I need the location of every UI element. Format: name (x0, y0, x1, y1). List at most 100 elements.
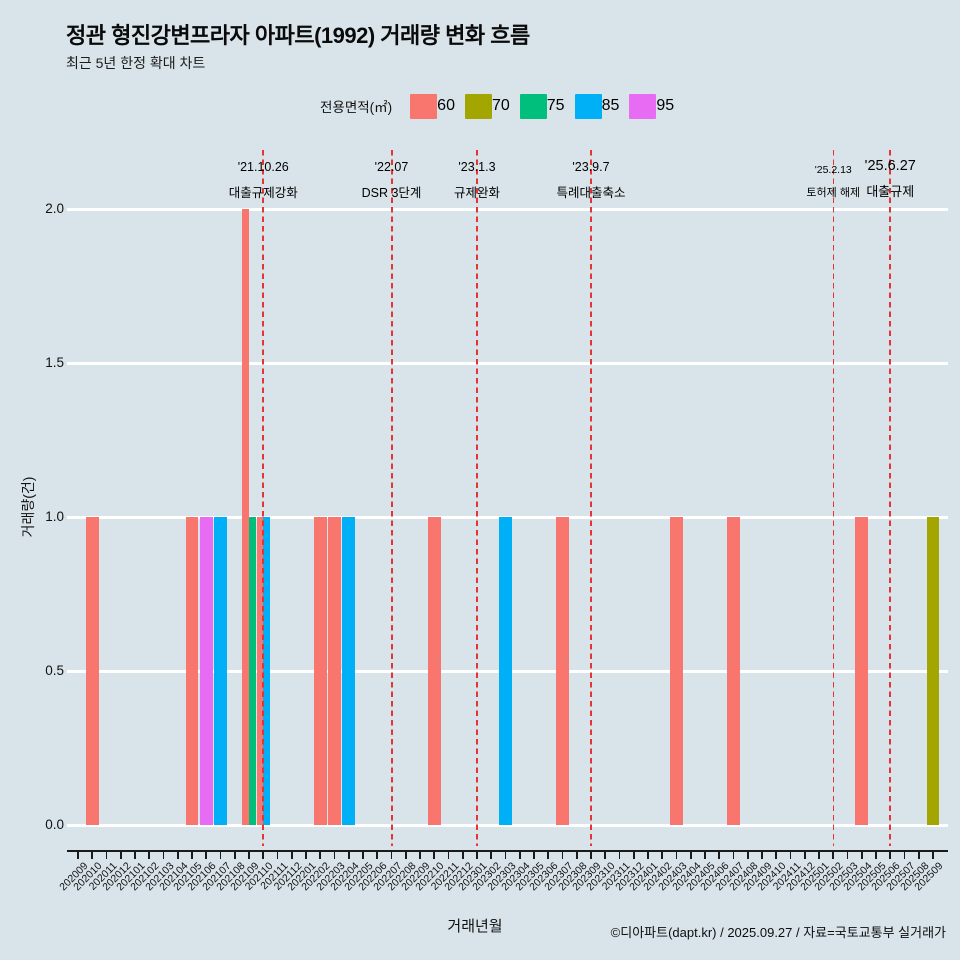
x-tick (689, 852, 692, 859)
legend-item-label: 85 (601, 97, 620, 114)
legend-swatch (464, 93, 492, 119)
event-date: '23.9.7 (572, 160, 610, 174)
x-tick (575, 852, 578, 859)
x-tick (903, 852, 906, 859)
x-tick (404, 852, 407, 859)
x-tick (290, 852, 293, 859)
x-tick (718, 852, 721, 859)
legend-title: 전용면적(㎡) (320, 100, 393, 115)
x-tick (832, 852, 835, 859)
legend-swatch (519, 93, 547, 119)
legend-item: 95 (619, 93, 675, 119)
page-title: 정관 형진강변프라자 아파트(1992) 거래량 변화 흐름 (66, 23, 530, 48)
x-tick (333, 852, 336, 859)
bar-202509-70 (926, 517, 940, 825)
legend-item: 75 (510, 93, 565, 119)
x-tick (504, 852, 507, 859)
x-tick (647, 852, 649, 859)
y-tick-label: 0.5 (45, 663, 64, 678)
x-tick (347, 852, 350, 859)
x-tick (889, 852, 892, 859)
x-tick (148, 852, 151, 859)
event-date: '22.07 (374, 160, 409, 174)
x-tick (91, 852, 94, 859)
bar-202210-60 (427, 517, 441, 825)
bar-202204-85 (342, 517, 356, 825)
bar-202403-60 (670, 517, 683, 825)
bar-202407-60 (727, 517, 740, 825)
legend-item: 85 (565, 93, 620, 119)
x-tick (860, 852, 863, 859)
source-caption: ©디아파트(dapt.kr) / 2025.09.27 / 자료=국토교통부 실… (610, 925, 946, 940)
x-tick (433, 852, 436, 859)
legend: 전용면적(㎡) 60 70 75 85 95 (320, 92, 674, 120)
event-line (590, 150, 592, 846)
bar-202109-60 (242, 209, 249, 825)
legend-item-label: 60 (437, 97, 455, 114)
gridline (67, 823, 948, 827)
bar-202107-85 (214, 517, 227, 825)
event-line (832, 150, 834, 846)
x-tick (846, 852, 849, 859)
y-axis-title: 거래량(건) (20, 476, 36, 538)
event-label: 특례대출축소 (556, 186, 626, 200)
legend-swatch (410, 93, 438, 119)
event-label: 토허제 해제 (806, 187, 861, 199)
y-tick-label: 2.0 (45, 201, 64, 216)
event-label: 규제완화 (453, 186, 500, 200)
x-tick (319, 852, 322, 859)
x-tick (561, 852, 564, 859)
legend-item-label: 75 (546, 97, 565, 114)
x-tick (362, 852, 364, 859)
x-tick (447, 852, 450, 859)
bar-202202-60 (313, 517, 327, 825)
bar-202203-60 (328, 517, 341, 825)
x-tick (77, 852, 79, 859)
x-tick (875, 852, 877, 859)
x-tick (119, 852, 122, 859)
x-tick (219, 852, 222, 859)
x-tick (590, 852, 592, 859)
x-tick (490, 852, 493, 859)
legend-item-label: 95 (656, 97, 675, 114)
x-tick (732, 852, 735, 859)
x-axis-title: 거래년월 (447, 918, 503, 935)
legend-item-label: 70 (491, 97, 510, 114)
event-label: 대출규제강화 (228, 186, 298, 200)
x-tick (675, 852, 678, 859)
bar-202105-60 (185, 517, 199, 825)
x-tick (761, 852, 763, 859)
x-tick (476, 852, 478, 859)
x-tick (533, 852, 535, 859)
legend-item: 70 (455, 93, 510, 119)
event-date: '23.1.3 (458, 160, 496, 174)
event-date: '21.10.26 (237, 160, 289, 174)
event-line (889, 150, 892, 846)
event-label: DSR 3단계 (361, 186, 422, 200)
x-tick (547, 852, 550, 859)
bar-202307-60 (556, 517, 569, 825)
event-label: 대출규제 (866, 184, 915, 199)
x-tick (917, 852, 920, 859)
x-tick (818, 852, 820, 859)
x-tick (262, 852, 265, 859)
gridline (67, 361, 948, 365)
x-tick (305, 852, 307, 859)
event-line (262, 150, 265, 846)
x-tick (176, 852, 179, 859)
x-tick (276, 852, 279, 859)
event-line (476, 150, 478, 846)
x-tick (162, 852, 165, 859)
x-tick (461, 852, 464, 859)
y-tick-label: 1.5 (45, 355, 64, 370)
x-tick (661, 852, 664, 859)
x-tick (134, 852, 136, 859)
page-subtitle: 최근 5년 한정 확대 차트 (66, 55, 206, 71)
event-date: '25.2.13 (814, 164, 852, 176)
x-tick (105, 852, 108, 859)
event-date: '25.6.27 (864, 158, 916, 174)
bar-202110-60 (256, 517, 264, 825)
bar-202303-85 (499, 517, 512, 825)
gridline (67, 207, 948, 211)
